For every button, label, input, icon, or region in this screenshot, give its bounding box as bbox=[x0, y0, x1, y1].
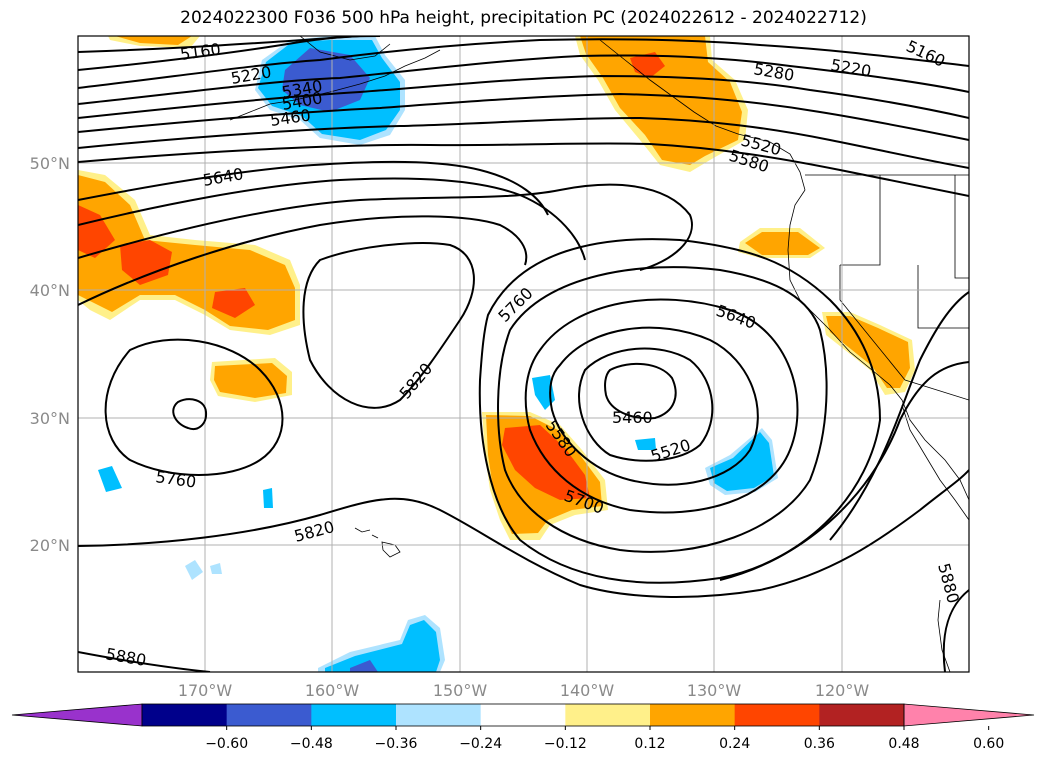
precip-area-california bbox=[826, 316, 910, 388]
contour-line bbox=[942, 589, 969, 672]
state-borders bbox=[839, 265, 969, 401]
contour-line bbox=[78, 74, 969, 119]
colorbar-swatch bbox=[650, 704, 736, 726]
precip-neg-area-small bbox=[98, 466, 122, 492]
contour-line bbox=[549, 326, 759, 486]
lat-label: 30°N bbox=[30, 409, 70, 428]
contour-line bbox=[578, 347, 714, 462]
colorbar-tick-label: −0.48 bbox=[290, 736, 333, 752]
precip-area-subtropic bbox=[214, 363, 287, 398]
precip-area-nw bbox=[115, 36, 192, 45]
contour-line bbox=[78, 469, 969, 598]
map-panel bbox=[78, 36, 969, 672]
precip-neg-area-small bbox=[532, 375, 555, 410]
precip-area-dateline-core bbox=[78, 205, 115, 258]
colorbar-swatch bbox=[819, 704, 905, 726]
colorbar-tick-label: −0.36 bbox=[375, 736, 418, 752]
colorbar-swatch bbox=[480, 704, 566, 726]
colorbar-swatch bbox=[142, 704, 228, 726]
precip-area-west-coast-north bbox=[580, 36, 742, 165]
precip-neg-area-small bbox=[210, 563, 222, 574]
lat-label: 40°N bbox=[30, 281, 70, 300]
coastline-us-west bbox=[787, 189, 969, 501]
contour-line bbox=[78, 38, 969, 89]
colorbar-tick-label: 0.48 bbox=[888, 736, 919, 752]
map-title: 2024022300 F036 500 hPa height, precipit… bbox=[180, 8, 867, 28]
contour-line bbox=[104, 338, 284, 476]
colorbar-outline bbox=[141, 703, 905, 727]
map-border bbox=[77, 35, 970, 673]
colorbar-extend-high bbox=[903, 703, 1035, 727]
precip-neg-area-south bbox=[325, 620, 440, 672]
precip-neg-area-small bbox=[263, 488, 273, 508]
precip-neg-area-east bbox=[710, 432, 774, 491]
colorbar-tick-label: 0.36 bbox=[804, 736, 835, 752]
contour-label: 5460 bbox=[612, 408, 653, 427]
contour-line bbox=[78, 651, 211, 672]
lat-labels: 50°N 40°N 30°N 20°N bbox=[30, 154, 70, 555]
gridlines bbox=[78, 36, 969, 672]
colorbar-tick-label: 0.60 bbox=[973, 736, 1004, 752]
colorbar: −0.60 −0.48 −0.36 −0.24 −0.12 0.12 0.24 0.36 0.4… bbox=[11, 703, 1035, 752]
state-borders bbox=[917, 265, 969, 329]
contour-line bbox=[78, 92, 969, 141]
lon-label: 160°W bbox=[305, 681, 360, 700]
lon-label: 130°W bbox=[687, 681, 742, 700]
colorbar-extend-low bbox=[11, 703, 143, 727]
contour-line bbox=[719, 361, 969, 581]
colorbar-swatch bbox=[565, 704, 651, 726]
contour-line bbox=[78, 160, 549, 216]
contour-line bbox=[302, 242, 475, 409]
contour-line bbox=[497, 266, 828, 553]
contour-line bbox=[78, 54, 969, 105]
precip-area-oregon bbox=[745, 232, 820, 255]
contour-line bbox=[829, 291, 969, 541]
contour-line bbox=[478, 238, 882, 584]
contour-line bbox=[78, 177, 586, 261]
lon-label: 150°W bbox=[433, 681, 488, 700]
coastline-mexico bbox=[937, 599, 951, 672]
colorbar-tick-label: −0.24 bbox=[459, 736, 502, 752]
coastline-hawaii bbox=[354, 527, 371, 533]
lon-label: 140°W bbox=[560, 681, 615, 700]
lon-label: 120°W bbox=[815, 681, 870, 700]
coastline-baja bbox=[901, 404, 969, 521]
contour-line bbox=[78, 183, 693, 271]
precip-positive-areas bbox=[78, 36, 915, 540]
precip-area-dateline-core bbox=[212, 288, 255, 318]
contour-line bbox=[172, 398, 208, 430]
colorbar-tick-label: 0.24 bbox=[719, 736, 750, 752]
lat-label: 50°N bbox=[30, 154, 70, 173]
colorbar-tick-label: 0.12 bbox=[634, 736, 665, 752]
colorbar-swatch bbox=[226, 704, 312, 726]
coastline-hawaii bbox=[371, 534, 379, 539]
contour-line bbox=[524, 298, 799, 514]
precip-neg-area-small bbox=[635, 438, 656, 450]
precip-area-dateline-core bbox=[120, 240, 172, 285]
precip-negative-areas bbox=[98, 36, 778, 672]
lon-labels: 170°W 160°W 150°W 140°W 130°W 120°W bbox=[178, 681, 870, 700]
contour-line bbox=[78, 215, 528, 306]
colorbar-tick-label: −0.12 bbox=[544, 736, 587, 752]
state-borders bbox=[954, 175, 969, 279]
precip-neg-area-small bbox=[185, 560, 203, 580]
lon-label: 170°W bbox=[178, 681, 233, 700]
contour-line bbox=[78, 142, 969, 197]
lat-label: 20°N bbox=[30, 536, 70, 555]
coastline-alaska bbox=[229, 49, 441, 121]
coastline-bc bbox=[599, 39, 806, 191]
precip-neg-area-south-core bbox=[350, 660, 378, 672]
colorbar-swatch bbox=[396, 704, 482, 726]
colorbar-swatch bbox=[734, 704, 820, 726]
colorbar-tick-label: −0.60 bbox=[205, 736, 248, 752]
contour-line bbox=[604, 362, 677, 420]
contour-line bbox=[78, 116, 969, 169]
state-borders bbox=[840, 175, 881, 266]
colorbar-swatch bbox=[311, 704, 397, 726]
